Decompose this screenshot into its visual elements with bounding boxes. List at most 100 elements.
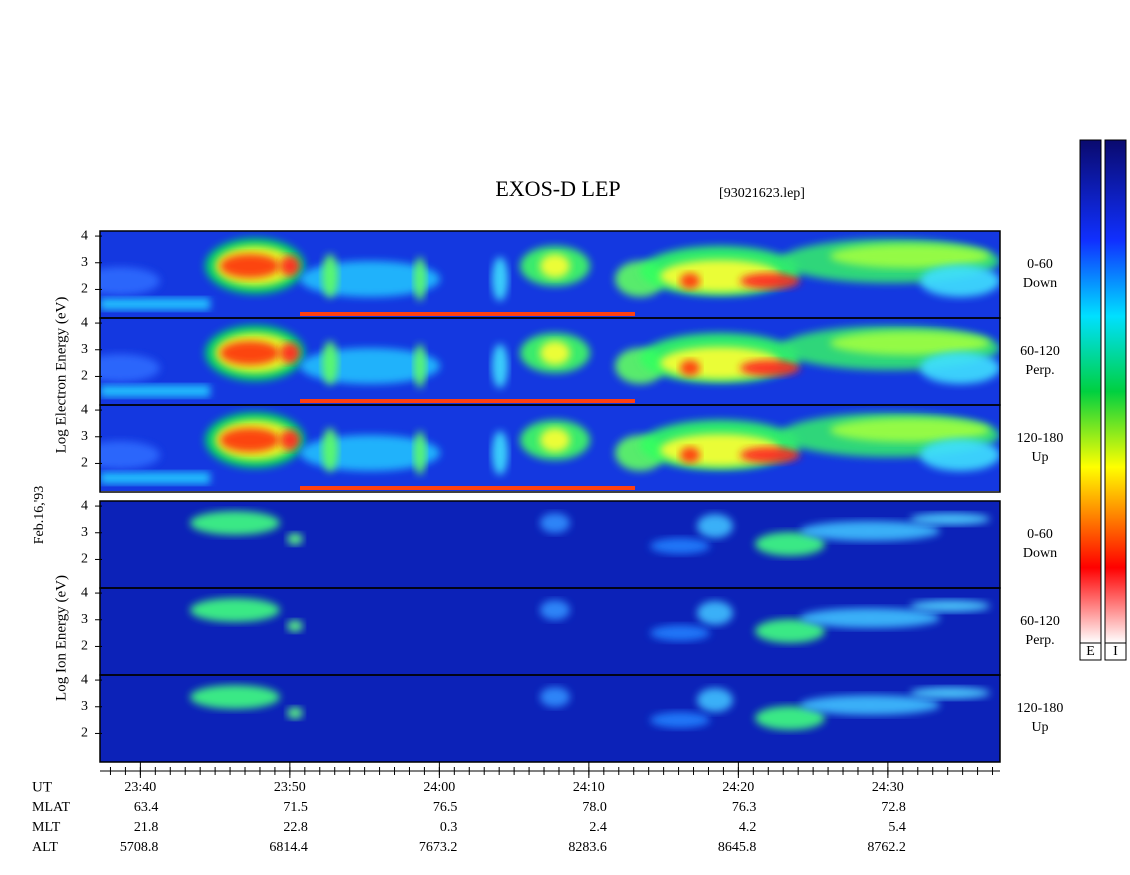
y-tick-label: 2 [81, 369, 88, 384]
intensity-blob [100, 441, 160, 469]
intensity-blob [540, 254, 570, 278]
ephemeris-value: 72.8 [881, 800, 906, 815]
y-tick-label: 2 [81, 639, 88, 654]
intensity-blob [220, 428, 280, 452]
y-tick-label: 3 [81, 429, 88, 444]
y-tick-label: 2 [81, 726, 88, 741]
direction-label: Perp. [1025, 363, 1054, 378]
intensity-blob [920, 352, 1000, 384]
ephemeris-label: ALT [32, 840, 58, 855]
y-tick-label: 4 [81, 402, 88, 417]
intensity-blob [190, 511, 280, 535]
direction-label: Up [1031, 720, 1048, 735]
direction-label: Up [1031, 450, 1048, 465]
intensity-blob [755, 706, 825, 730]
intensity-blob [680, 360, 700, 376]
ephemeris-value: 22.8 [283, 820, 308, 835]
ephemeris-value: 8283.6 [568, 840, 607, 855]
pitch-label: 60-120 [1020, 614, 1060, 629]
y-tick-label: 4 [81, 498, 88, 513]
intensity-blob [280, 256, 300, 276]
background [100, 501, 1000, 762]
y-tick-label: 4 [81, 585, 88, 600]
intensity-blob [287, 620, 303, 632]
low-energy-line [300, 399, 635, 403]
intensity-blob [322, 428, 338, 472]
y-axis-label: Log Electron Energy (eV) [53, 297, 69, 454]
intensity-blob [190, 685, 280, 709]
intensity-blob [540, 687, 570, 707]
intensity-blob [414, 344, 426, 388]
title: EXOS-D LEP [495, 176, 620, 201]
ephemeris-value: 7673.2 [419, 840, 458, 855]
panel-frame [99, 404, 1001, 493]
ephemeris-label: MLAT [32, 800, 71, 815]
color-bar [1079, 139, 1102, 644]
intensity-blob [697, 514, 733, 538]
pitch-label: 120-180 [1017, 431, 1064, 446]
pitch-label: 0-60 [1027, 257, 1053, 272]
x-tick-label: 23:50 [274, 780, 306, 795]
intensity-blob [540, 600, 570, 620]
ephemeris-value: 6814.4 [269, 840, 308, 855]
ephemeris-value: 5.4 [888, 820, 906, 835]
intensity-blob [414, 257, 426, 301]
y-tick-label: 3 [81, 255, 88, 270]
intensity-blob [830, 418, 990, 442]
ephemeris-value: 76.3 [732, 800, 757, 815]
low-energy-band [100, 385, 210, 397]
panel-frame [99, 674, 1001, 763]
intensity-blob [540, 513, 570, 533]
intensity-blob [287, 533, 303, 545]
intensity-blob [220, 341, 280, 365]
y-tick-label: 3 [81, 342, 88, 357]
intensity-blob [680, 447, 700, 463]
y-tick-label: 2 [81, 282, 88, 297]
y-tick-label: 3 [81, 699, 88, 714]
intensity-blob [697, 601, 733, 625]
x-tick-label: 23:40 [124, 780, 156, 795]
x-tick-label: 24:10 [573, 780, 605, 795]
intensity-blob [322, 341, 338, 385]
intensity-blob [492, 344, 508, 388]
intensity-blob [540, 341, 570, 365]
electron-spectrogram [100, 231, 1000, 491]
ephemeris-value: 78.0 [582, 800, 607, 815]
date: Feb.16,'93 [32, 486, 47, 545]
pitch-label: 60-120 [1020, 344, 1060, 359]
intensity-blob [492, 257, 508, 301]
direction-label: Perp. [1025, 633, 1054, 648]
color-bar-label-box [1079, 642, 1102, 661]
y-tick-label: 2 [81, 552, 88, 567]
low-energy-band [100, 472, 210, 484]
y-tick-label: 4 [81, 228, 88, 243]
intensity-blob [540, 428, 570, 452]
intensity-blob [100, 267, 160, 295]
low-energy-line [300, 312, 635, 316]
low-energy-band [100, 298, 210, 310]
color-bar-label: E [1086, 644, 1095, 659]
ephemeris-value: 21.8 [134, 820, 159, 835]
color-bar-label-box [1104, 642, 1127, 661]
intensity-blob [755, 619, 825, 643]
direction-label: Down [1023, 546, 1057, 561]
intensity-blob [830, 331, 990, 355]
intensity-blob [830, 244, 990, 268]
intensity-blob [680, 273, 700, 289]
x-tick-label: 24:00 [423, 780, 455, 795]
intensity-blob [910, 600, 990, 612]
intensity-blob [697, 688, 733, 712]
intensity-blob [910, 687, 990, 699]
intensity-blob [800, 695, 940, 715]
ephemeris-label: MLT [32, 820, 61, 835]
file-name: [93021623.lep] [719, 186, 805, 201]
y-tick-label: 3 [81, 612, 88, 627]
intensity-blob [800, 521, 940, 541]
ephemeris-value: 71.5 [283, 800, 308, 815]
intensity-blob [414, 431, 426, 475]
ephemeris-value: 4.2 [739, 820, 757, 835]
intensity-blob [740, 273, 800, 289]
y-axis-label: Log Ion Energy (eV) [53, 575, 69, 701]
ion-spectrogram [100, 501, 1000, 762]
intensity-blob [492, 431, 508, 475]
